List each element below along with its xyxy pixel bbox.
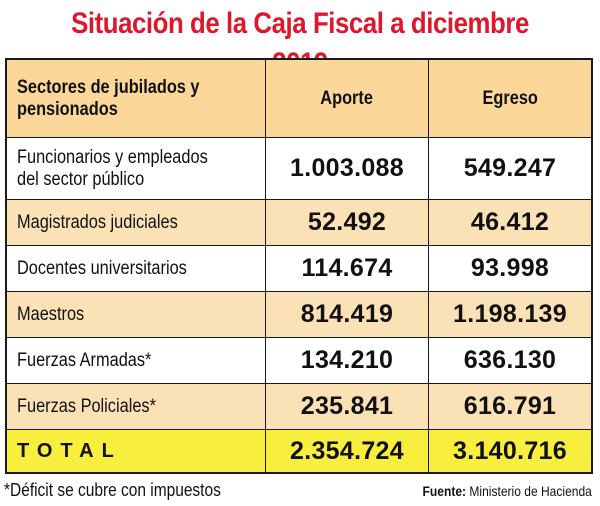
total-aporte-value: 2.354.724 <box>290 436 404 465</box>
header-aporte: Aporte <box>320 87 374 109</box>
egreso-value: 616.791 <box>463 392 557 420</box>
header-sector-line1: Sectores de jubilados y <box>17 76 200 98</box>
header-egreso-cell: Egreso <box>428 60 591 137</box>
aporte-value: 814.419 <box>300 300 394 328</box>
table-row: Maestros 814.419 1.198.139 <box>7 292 591 338</box>
header-aporte-cell: Aporte <box>265 60 428 137</box>
egreso-value: 549.247 <box>463 154 557 182</box>
header-sector-cell: Sectores de jubilados y pensionados <box>7 60 265 137</box>
egreso-value: 93.998 <box>470 254 550 282</box>
table-row: Fuerzas Policiales* 235.841 616.791 <box>7 384 591 430</box>
sector-label: Docentes universitarios <box>17 257 187 279</box>
total-egreso-value: 3.140.716 <box>453 436 567 465</box>
caja-fiscal-table: Sectores de jubilados y pensionados Apor… <box>5 58 593 474</box>
total-row: TOTAL 2.354.724 3.140.716 <box>7 430 591 472</box>
table-row: Fuerzas Armadas* 134.210 636.130 <box>7 338 591 384</box>
egreso-value: 46.412 <box>470 208 550 236</box>
table-row: Docentes universitarios 114.674 93.998 <box>7 246 591 292</box>
footnote: *Déficit se cubre con impuestos <box>4 480 221 500</box>
egreso-value: 636.130 <box>463 346 557 374</box>
aporte-value: 235.841 <box>300 392 394 420</box>
sector-label: Funcionarios y empleados del sector públ… <box>17 146 208 190</box>
header-sector-line2: pensionados <box>17 98 118 120</box>
table-row: Magistrados judiciales 52.492 46.412 <box>7 200 591 246</box>
sector-label: Fuerzas Armadas* <box>17 349 152 371</box>
source-text: Ministerio de Hacienda <box>469 483 592 499</box>
table-header-row: Sectores de jubilados y pensionados Apor… <box>7 60 591 138</box>
aporte-value: 134.210 <box>300 346 394 374</box>
aporte-value: 52.492 <box>307 208 387 236</box>
sector-label: Fuerzas Policiales* <box>17 395 156 417</box>
aporte-value: 114.674 <box>301 254 393 282</box>
sector-label: Maestros <box>17 303 85 325</box>
total-label: TOTAL <box>17 439 122 462</box>
source-label: Fuente: <box>422 483 467 499</box>
egreso-value: 1.198.139 <box>453 300 567 328</box>
aporte-value: 1.003.088 <box>290 154 404 182</box>
source-credit: Fuente: Ministerio de Hacienda <box>423 483 592 499</box>
sector-label: Magistrados judiciales <box>17 211 178 233</box>
table-row: Funcionarios y empleados del sector públ… <box>7 138 591 200</box>
header-egreso: Egreso <box>482 87 538 109</box>
